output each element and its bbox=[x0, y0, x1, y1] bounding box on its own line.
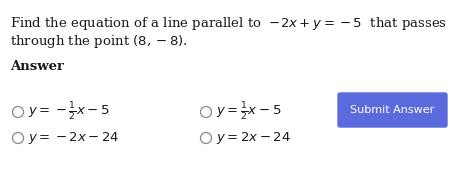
FancyBboxPatch shape bbox=[338, 93, 447, 127]
Text: Answer: Answer bbox=[10, 60, 64, 73]
Text: through the point $(8, -8)$.: through the point $(8, -8)$. bbox=[10, 33, 188, 50]
Text: Find the equation of a line parallel to  $-2x + y = -5$  that passes: Find the equation of a line parallel to … bbox=[10, 15, 447, 32]
Text: $y = -\frac{1}{2}x - 5$: $y = -\frac{1}{2}x - 5$ bbox=[28, 101, 110, 123]
Text: $y = -2x - 24$: $y = -2x - 24$ bbox=[28, 130, 120, 146]
Text: $y = 2x - 24$: $y = 2x - 24$ bbox=[217, 130, 292, 146]
Text: Submit Answer: Submit Answer bbox=[351, 105, 435, 115]
Text: $y = \frac{1}{2}x - 5$: $y = \frac{1}{2}x - 5$ bbox=[217, 101, 282, 123]
